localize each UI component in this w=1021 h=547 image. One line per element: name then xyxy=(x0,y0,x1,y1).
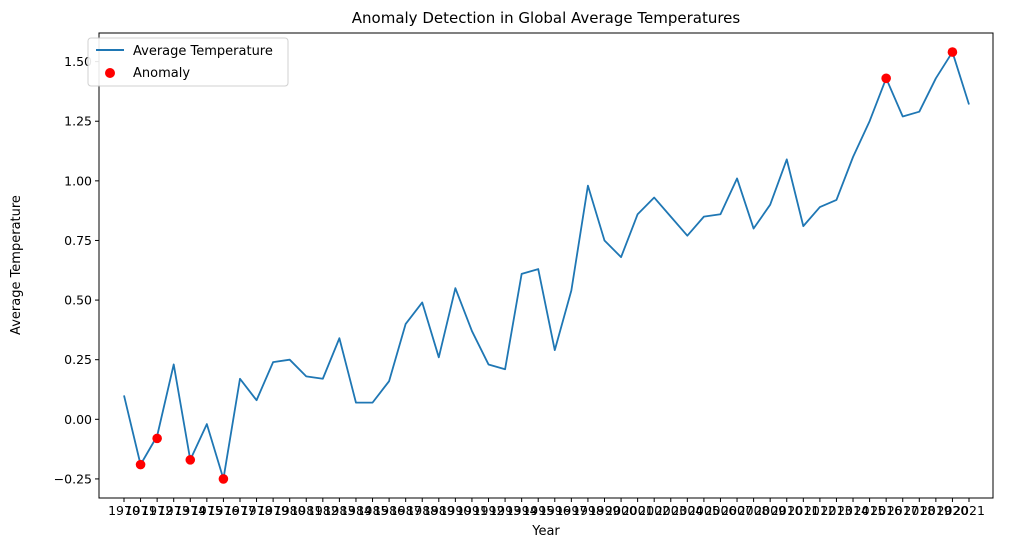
y-tick-label: 1.50 xyxy=(64,54,92,69)
chart-title: Anomaly Detection in Global Average Temp… xyxy=(352,9,741,27)
average-temperature-line xyxy=(123,51,970,480)
x-tick-label: 1981 xyxy=(290,503,322,518)
x-tick-label: 2002 xyxy=(638,503,670,518)
x-tick-label: 2003 xyxy=(655,503,687,518)
plot-area xyxy=(123,47,970,484)
x-tick-label: 1972 xyxy=(141,503,173,518)
anomaly-point xyxy=(152,433,162,444)
x-axis-label: Year xyxy=(531,524,560,539)
x-tick-label: 1976 xyxy=(208,503,240,518)
legend-label-average-temperature: Average Temperature xyxy=(133,44,273,59)
x-tick-label: 1985 xyxy=(357,503,389,518)
x-tick-label: 2007 xyxy=(721,503,753,518)
x-tick-label: 1978 xyxy=(241,503,273,518)
anomaly-point xyxy=(218,474,229,484)
x-tick-label: 2017 xyxy=(887,503,919,518)
anomaly-point xyxy=(135,459,146,470)
x-tick-label: 1983 xyxy=(323,503,355,518)
x-tick-label: 2008 xyxy=(738,503,770,518)
x-tick-label: 1982 xyxy=(307,503,339,518)
x-tick-label: 2014 xyxy=(837,503,869,518)
y-tick-label: 0.50 xyxy=(64,293,92,308)
x-tick-label: 2021 xyxy=(953,503,985,518)
legend: Average Temperature Anomaly xyxy=(87,37,289,87)
x-tick-label: 2009 xyxy=(754,503,786,518)
x-tick-label: 2004 xyxy=(671,503,703,518)
anomaly-point xyxy=(947,47,958,57)
x-tick-label: 1971 xyxy=(125,503,157,518)
anomaly-point xyxy=(185,455,196,465)
x-tick-label: 2010 xyxy=(771,503,803,518)
x-tick-label: 2000 xyxy=(605,503,637,518)
x-tick-label: 1995 xyxy=(522,503,554,518)
x-tick-label: 2020 xyxy=(937,503,969,518)
x-tick-label: 1977 xyxy=(224,503,256,518)
y-tick-label: 0.25 xyxy=(64,352,92,367)
x-tick-label: 1990 xyxy=(439,503,471,518)
x-tick-label: 1998 xyxy=(572,503,604,518)
x-tick-label: 2016 xyxy=(870,503,902,518)
x-tick-label: 1975 xyxy=(191,503,223,518)
axes-frame xyxy=(98,32,994,499)
x-tick-label: 2005 xyxy=(688,503,720,518)
x-tick-label: 1997 xyxy=(555,503,587,518)
x-tick-label: 1996 xyxy=(539,503,571,518)
x-tick-label: 2011 xyxy=(787,503,819,518)
x-tick-label: 1988 xyxy=(406,503,438,518)
y-tick-label: 1.00 xyxy=(64,173,92,188)
x-tick-label: 1986 xyxy=(373,503,405,518)
x-tick-label: 2013 xyxy=(821,503,853,518)
x-tick-label: 1994 xyxy=(506,503,538,518)
x-tick-label: 2012 xyxy=(804,503,836,518)
y-axis-label: Average Temperature xyxy=(9,195,24,335)
x-tick-label: 1973 xyxy=(158,503,190,518)
legend-label-anomaly: Anomaly xyxy=(133,66,190,81)
legend-marker-swatch xyxy=(105,68,115,78)
x-axis: 1970197119721973197419751976197719781979… xyxy=(108,498,985,518)
y-tick-label: 0.00 xyxy=(64,412,92,427)
y-tick-label: −0.25 xyxy=(54,471,92,486)
legend-box xyxy=(87,37,289,87)
x-tick-label: 1993 xyxy=(489,503,521,518)
x-tick-label: 1999 xyxy=(589,503,621,518)
anomaly-point xyxy=(881,73,891,84)
x-tick-label: 2018 xyxy=(903,503,935,518)
x-tick-label: 2015 xyxy=(854,503,886,518)
x-tick-label: 1970 xyxy=(108,503,140,518)
x-tick-label: 1980 xyxy=(274,503,306,518)
x-tick-label: 1992 xyxy=(473,503,505,518)
x-tick-label: 1991 xyxy=(456,503,488,518)
x-tick-label: 1987 xyxy=(390,503,422,518)
x-tick-label: 2006 xyxy=(705,503,737,518)
y-tick-label: 1.25 xyxy=(64,114,92,129)
y-axis: −0.25 0.00 0.25 0.50 0.75 1.00 1.25 1.50 xyxy=(54,54,99,486)
x-tick-label: 1979 xyxy=(257,503,289,518)
y-tick-label: 0.75 xyxy=(64,233,92,248)
x-tick-label: 1974 xyxy=(174,503,206,518)
x-tick-label: 2019 xyxy=(920,503,952,518)
x-tick-label: 1989 xyxy=(423,503,455,518)
x-tick-label: 1984 xyxy=(340,503,372,518)
x-tick-label: 2001 xyxy=(622,503,654,518)
